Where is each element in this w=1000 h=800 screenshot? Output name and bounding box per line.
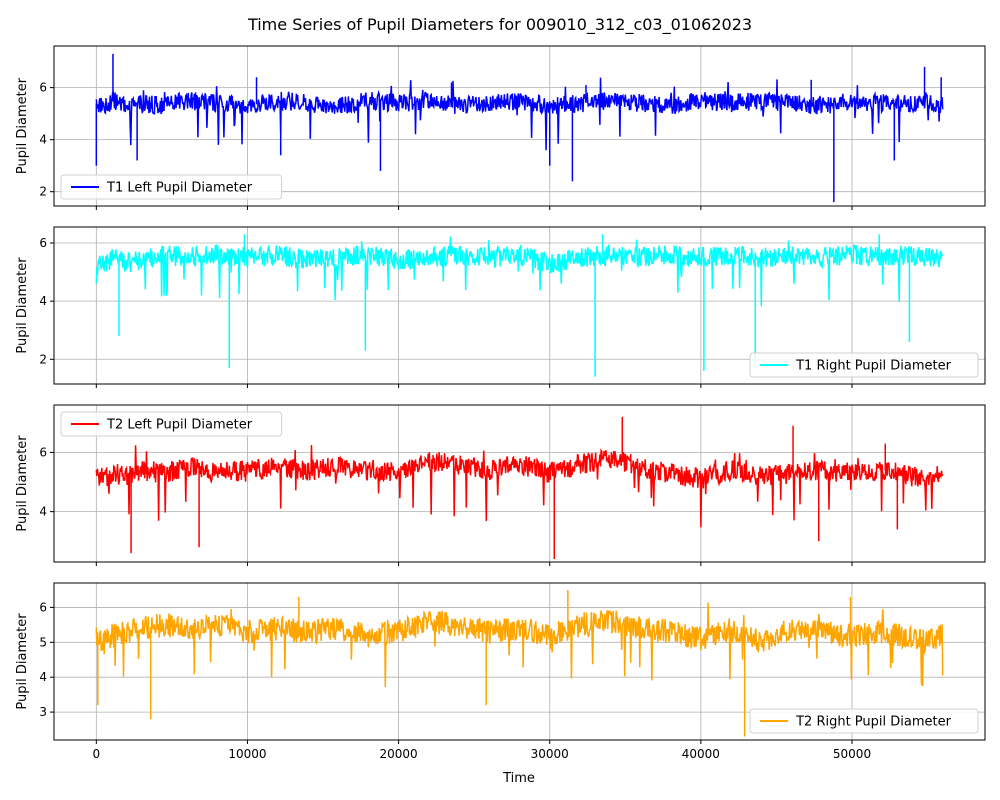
panel-2: 2 4 6 Pupil Diameter T1 Right Pupil Diameter bbox=[15, 226, 986, 388]
axes-frame bbox=[53, 45, 986, 207]
x-tick-label: 20000 bbox=[379, 747, 417, 761]
y-axis-label: Pupil Diameter bbox=[15, 77, 30, 174]
x-axis-label: Time bbox=[502, 771, 535, 786]
x-tick-label: 0 bbox=[92, 747, 100, 761]
x-tick-label: 40000 bbox=[682, 747, 720, 761]
y-tick-label: 4 bbox=[39, 294, 47, 308]
y-tick-label: 2 bbox=[39, 352, 47, 366]
series-line bbox=[95, 602, 944, 688]
x-tick-label: 30000 bbox=[531, 747, 569, 761]
legend: T1 Right Pupil Diameter bbox=[749, 352, 979, 378]
legend: T2 Left Pupil Diameter bbox=[60, 411, 283, 437]
y-tick-label: 5 bbox=[39, 635, 47, 649]
legend-box bbox=[749, 708, 979, 734]
series-line bbox=[95, 77, 944, 151]
legend-label: T1 Right Pupil Diameter bbox=[795, 359, 952, 374]
series-line bbox=[95, 236, 944, 307]
y-tick-label: 4 bbox=[39, 505, 47, 519]
panel-3: 4 6 Pupil Diameter T2 Left Pupil Diameter bbox=[15, 404, 986, 566]
axes-frame bbox=[53, 582, 986, 741]
y-tick-label: 2 bbox=[39, 185, 47, 199]
y-axis-label: Pupil Diameter bbox=[15, 613, 30, 710]
panel-1: 2 4 6 Pupil Diameter T1 Left Pupil Diameter bbox=[15, 45, 986, 210]
x-tick-label: 50000 bbox=[833, 747, 871, 761]
y-tick-label: 6 bbox=[39, 445, 47, 459]
x-tick-label: 10000 bbox=[228, 747, 266, 761]
legend-box bbox=[749, 352, 979, 378]
legend: T2 Right Pupil Diameter bbox=[749, 708, 979, 734]
y-axis-label: Pupil Diameter bbox=[15, 257, 30, 354]
legend: T1 Left Pupil Diameter bbox=[60, 174, 283, 200]
y-axis-label: Pupil Diameter bbox=[15, 435, 30, 532]
series-line bbox=[95, 444, 944, 528]
y-tick-label: 6 bbox=[39, 81, 47, 95]
legend-box bbox=[60, 411, 283, 437]
y-tick-label: 4 bbox=[39, 670, 47, 684]
legend-box bbox=[60, 174, 283, 200]
y-tick-label: 4 bbox=[39, 133, 47, 147]
figure-title: Time Series of Pupil Diameters for 00901… bbox=[247, 15, 752, 35]
axes-frame bbox=[53, 404, 986, 563]
legend-label: T2 Right Pupil Diameter bbox=[795, 715, 952, 730]
legend-label: T2 Left Pupil Diameter bbox=[106, 418, 253, 433]
y-tick-label: 6 bbox=[39, 236, 47, 250]
y-tick-label: 3 bbox=[39, 705, 47, 719]
y-tick-label: 6 bbox=[39, 600, 47, 614]
legend-label: T1 Left Pupil Diameter bbox=[106, 181, 253, 196]
axes-frame bbox=[53, 226, 986, 385]
panel-4: 0 10000 20000 30000 40000 50000 3 4 5 6 Pupil Diam… bbox=[15, 582, 986, 761]
